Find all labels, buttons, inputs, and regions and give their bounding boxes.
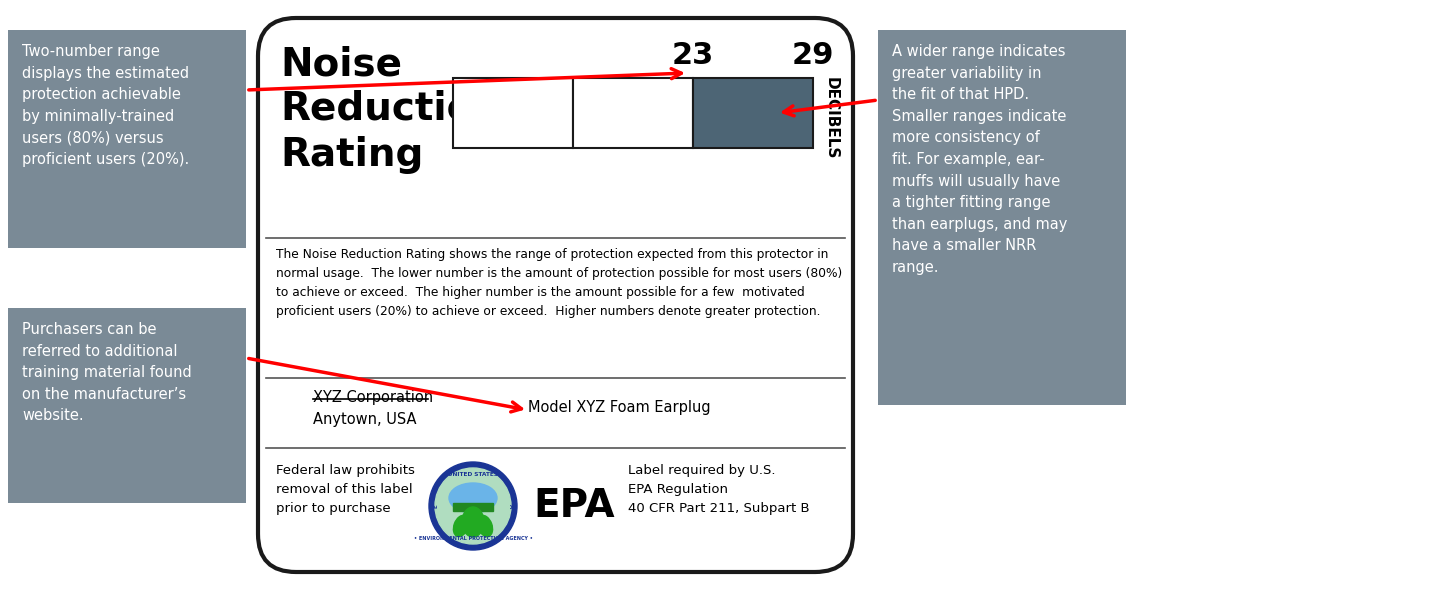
Text: 29: 29 [792, 41, 834, 70]
Text: Federal law prohibits
removal of this label
prior to purchase: Federal law prohibits removal of this la… [276, 464, 415, 515]
Text: • ENVIRONMENTAL PROTECTION AGENCY •: • ENVIRONMENTAL PROTECTION AGENCY • [413, 536, 532, 542]
FancyBboxPatch shape [257, 18, 854, 572]
Text: Noise: Noise [280, 46, 402, 84]
Ellipse shape [462, 507, 483, 537]
Text: A wider range indicates
greater variability in
the fit of that HPD.
Smaller rang: A wider range indicates greater variabil… [892, 44, 1067, 275]
Bar [453, 78, 573, 148]
Text: Anytown, USA: Anytown, USA [313, 412, 416, 427]
FancyBboxPatch shape [9, 30, 246, 248]
FancyBboxPatch shape [9, 308, 246, 503]
Ellipse shape [478, 516, 492, 537]
Ellipse shape [453, 516, 469, 537]
Text: A: A [508, 504, 512, 508]
Text: DECIBELS: DECIBELS [824, 77, 838, 159]
Text: XYZ Corporation: XYZ Corporation [313, 390, 433, 405]
Text: EPA: EPA [533, 487, 615, 525]
Text: 23: 23 [672, 41, 714, 70]
Text: Two-number range
displays the estimated
protection achievable
by minimally-train: Two-number range displays the estimated … [21, 44, 189, 167]
Bar [573, 78, 694, 148]
Text: • UNITED STATES •: • UNITED STATES • [442, 473, 503, 477]
Ellipse shape [449, 483, 498, 513]
Bar [694, 78, 814, 148]
FancyBboxPatch shape [878, 30, 1125, 405]
Text: Label required by U.S.
EPA Regulation
40 CFR Part 211, Subpart B: Label required by U.S. EPA Regulation 40… [628, 464, 809, 515]
Text: Rating: Rating [280, 136, 423, 174]
Text: Purchasers can be
referred to additional
training material found
on the manufact: Purchasers can be referred to additional… [21, 322, 192, 424]
Text: E: E [433, 504, 439, 508]
Text: Model XYZ Foam Earplug: Model XYZ Foam Earplug [528, 400, 711, 415]
Bar [453, 503, 493, 511]
Text: Reduction: Reduction [280, 90, 500, 128]
Circle shape [429, 462, 518, 550]
Circle shape [435, 468, 511, 544]
Text: The Noise Reduction Rating shows the range of protection expected from this prot: The Noise Reduction Rating shows the ran… [276, 248, 842, 318]
